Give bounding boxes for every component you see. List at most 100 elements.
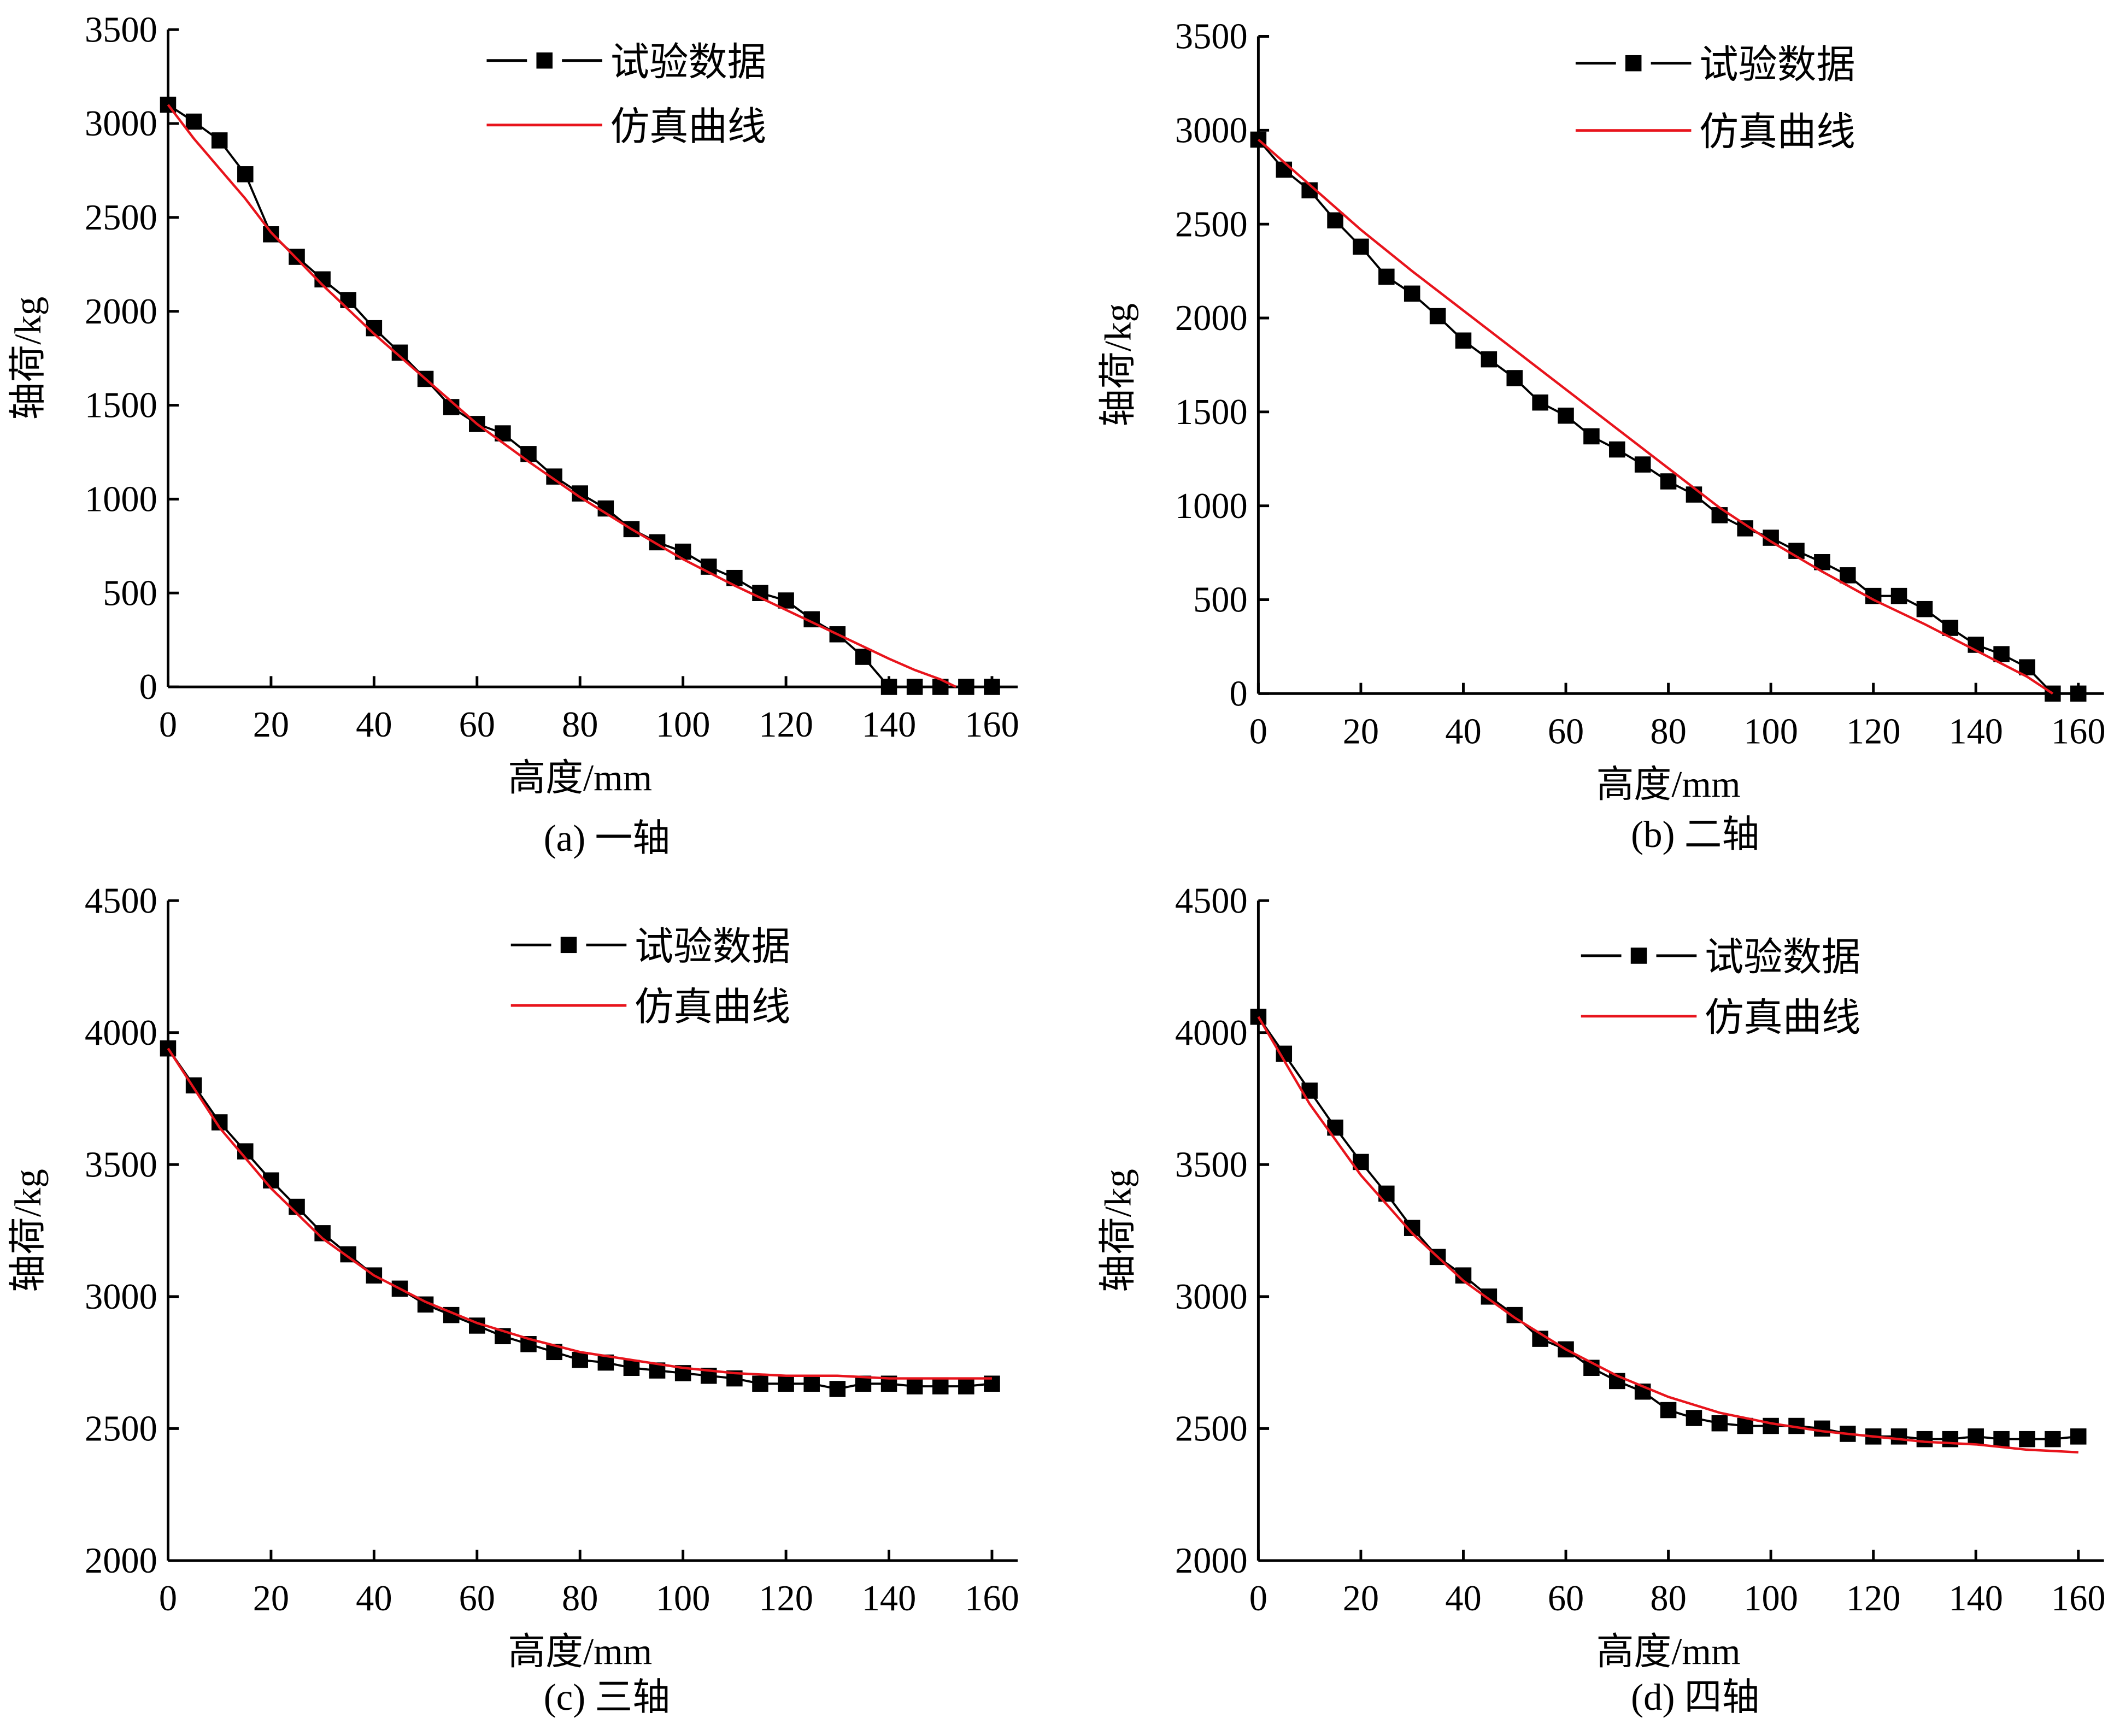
x-axis-label: 高度/mm [1596,1631,1741,1672]
x-tick-label: 160 [965,1579,1019,1619]
y-axis-label: 轴荷/kg [1097,303,1139,427]
y-tick-label: 4000 [1175,1013,1248,1053]
simulation-curve [167,104,956,688]
y-axis-label: 轴荷/kg [7,1169,49,1292]
data-point [674,543,691,560]
y-tick-label: 3500 [1175,17,1248,57]
data-point [906,1378,923,1394]
legend-label: 试验数据 [635,925,790,968]
data-point [1737,1417,1753,1434]
x-tick-label: 140 [1948,711,2003,751]
y-tick-label: 0 [1230,674,1248,714]
y-tick-label: 1000 [85,480,157,520]
x-tick-label: 140 [1948,1579,2003,1619]
legend-marker-square [1630,948,1647,964]
data-point [1429,308,1446,325]
data-point [778,1375,794,1392]
x-tick-label: 40 [356,705,392,745]
data-point [1609,441,1625,458]
x-tick-label: 140 [862,1579,917,1619]
data-point [906,679,923,695]
data-point [1711,1415,1728,1432]
data-point [185,113,202,130]
simulation-curve [167,1048,992,1380]
x-tick-label: 40 [1445,1579,1481,1619]
data-point [1583,428,1600,445]
y-tick-label: 1000 [1175,486,1248,526]
x-axis-label: 高度/mm [508,757,652,798]
data-point [958,1378,974,1394]
legend-label: 试验数据 [1705,936,1860,979]
y-axis-label: 轴荷/kg [1097,1169,1139,1292]
data-point [958,679,974,695]
y-tick-label: 3000 [85,1277,157,1317]
y-tick-label: 4000 [85,1013,157,1053]
data-point [263,226,279,243]
data-point [778,592,794,609]
y-tick-label: 3000 [1175,1277,1248,1317]
data-point [1968,1428,1984,1445]
data-point [803,1375,820,1392]
data-point [1763,1417,1779,1434]
data-point [1353,238,1369,255]
x-tick-label: 0 [1249,1579,1267,1619]
x-tick-label: 160 [2051,1579,2106,1619]
data-point [1916,1431,1933,1447]
data-point [1814,1420,1830,1437]
data-point [289,249,305,265]
data-point [623,1360,640,1376]
x-tick-label: 0 [159,705,177,745]
data-point [1455,332,1472,349]
data-point [211,132,228,149]
x-tick-label: 60 [1548,1579,1584,1619]
data-point [1558,407,1574,424]
data-point [2070,1428,2087,1445]
x-tick-label: 60 [1548,711,1584,751]
y-tick-label: 4500 [1175,881,1248,921]
x-axis-label: 高度/mm [508,1631,652,1672]
y-tick-label: 3000 [1175,110,1248,150]
y-tick-label: 3000 [85,104,157,144]
data-point [855,649,872,665]
data-point [1942,1431,1959,1447]
legend-marker-square [560,937,577,954]
x-tick-label: 120 [759,705,813,745]
experiment-data-line [1257,1016,2078,1440]
data-point [1276,161,1293,178]
data-point [572,1352,588,1368]
data-point [752,1375,768,1392]
data-point [1378,268,1395,285]
chart-panel-a: 0 20 40 60 80 100 120 140 160 0 500 1000 1500 2000 250… [7,10,1019,859]
x-tick-label: 40 [1445,711,1481,751]
chart-panel-b: 0 20 40 60 80 100 120 140 160 0 500 1000 1500 2000 250… [1097,17,2106,855]
chart-caption: (c) 三轴 [544,1676,670,1718]
data-point [160,1040,177,1057]
x-axis-label: 高度/mm [1596,764,1741,805]
data-point [1660,473,1677,490]
x-tick-label: 0 [159,1579,177,1619]
chart-caption: (d) 四轴 [1631,1676,1759,1718]
x-tick-label: 160 [965,705,1019,745]
x-tick-label: 80 [562,1579,598,1619]
experiment-data-line [167,104,992,688]
x-tick-label: 60 [459,1579,495,1619]
data-point [1686,1410,1702,1426]
data-point [2019,1431,2035,1447]
y-tick-label: 4500 [85,881,157,921]
y-axis-label: 轴荷/kg [7,297,49,420]
legend-marker-square [1625,55,1642,72]
legend-label: 仿真曲线 [1699,111,1855,154]
x-tick-label: 20 [253,705,289,745]
x-tick-label: 100 [1743,1579,1798,1619]
data-point [2070,685,2087,702]
data-point [2045,1431,2061,1447]
chart-caption: (b) 二轴 [1631,814,1759,855]
data-point [829,1381,846,1397]
x-tick-label: 160 [2051,711,2106,751]
data-point [1327,212,1343,229]
chart-panel-d: 0 20 40 60 80 100 120 140 160 2000 2500 3000 3500 400… [1097,881,2106,1718]
experiment-data-line [167,1048,993,1390]
data-point [1481,351,1498,368]
data-point [1840,567,1856,584]
experiment-data-line [1257,139,2078,695]
